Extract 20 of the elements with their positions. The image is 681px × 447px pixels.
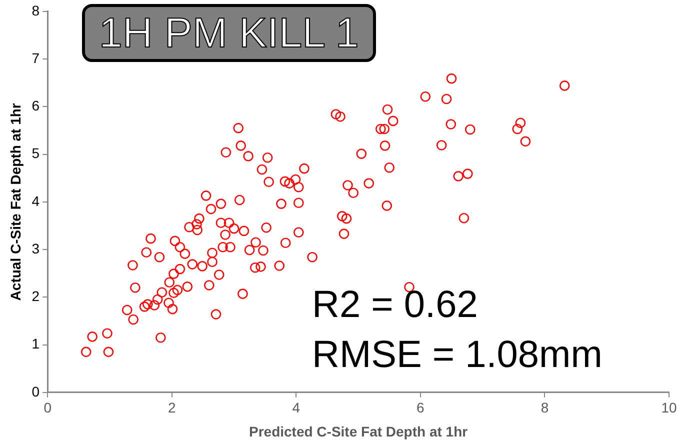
x-tick-label: 8 xyxy=(540,400,549,416)
y-tick-label: 7 xyxy=(32,50,40,66)
annotation: R2 = 0.62 xyxy=(312,284,478,327)
x-tick-label: 4 xyxy=(292,400,300,416)
y-tick-label: 8 xyxy=(32,2,40,18)
y-tick-label: 5 xyxy=(32,145,40,162)
y-tick-label: 2 xyxy=(32,288,40,304)
y-tick-label: 0 xyxy=(32,383,40,400)
x-tick-label: 0 xyxy=(44,400,52,416)
x-tick-label: 2 xyxy=(168,400,176,416)
annotation: RMSE = 1.08mm xyxy=(312,334,602,377)
y-tick-label: 1 xyxy=(32,336,40,352)
chart-title: 1H PM KILL 1 xyxy=(82,4,376,62)
y-tick-label: 4 xyxy=(32,192,40,209)
y-tick-label: 3 xyxy=(32,240,40,256)
y-tick-label: 6 xyxy=(32,98,40,114)
y-axis-title: Actual C-Site Fat Depth at 1hr xyxy=(7,102,24,301)
x-axis-title: Predicted C-Site Fat Depth at 1hr xyxy=(248,423,468,440)
x-tick-label: 10 xyxy=(661,400,677,416)
x-tick-label: 6 xyxy=(416,400,425,416)
